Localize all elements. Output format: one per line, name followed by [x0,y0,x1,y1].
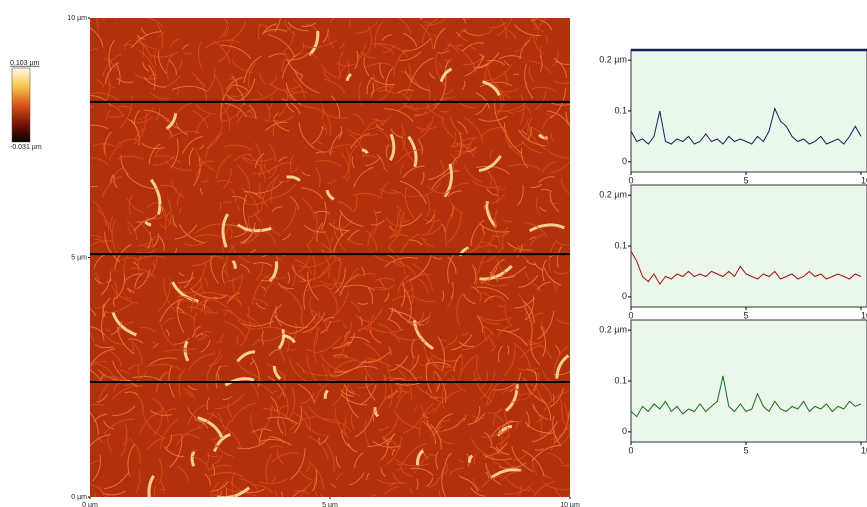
x-tick-label: 0 [628,445,633,455]
y-tick-label: 0.1 [614,375,627,385]
plot-area [630,319,867,443]
colorbar-min: -0.031 µm [10,144,42,151]
y-tick-label: 0 [622,291,627,301]
y-tick-label: 0.2 µm [599,190,627,200]
profile-line [630,250,862,286]
y-tick-label: 0 [622,426,627,436]
y-tick-label: 0 µm [71,494,87,501]
x-tick-label: 10 µm [861,310,867,320]
y-tick-label: 5 µm [71,254,87,261]
x-tick-label: 5 [743,175,748,185]
x-tick-label: 10 µm [861,445,867,455]
profile-line [630,375,862,418]
afm-image [90,18,570,497]
colorbar [11,67,31,143]
x-tick-label: 10 µm [861,175,867,185]
y-tick-label: 10 µm [67,15,87,22]
plot-area [630,184,867,308]
x-tick-label: 0 [628,175,633,185]
x-tick-label: 10 µm [560,502,580,507]
y-tick-label: 0.1 [614,240,627,250]
x-tick-label: 5 µm [322,502,338,507]
colorbar-max: 0.103 µm [10,60,39,67]
x-tick-label: 0 [628,310,633,320]
y-tick-label: 0.1 [614,105,627,115]
x-tick-label: 5 [743,310,748,320]
plot-area [630,49,867,173]
y-tick-label: 0.2 µm [599,55,627,65]
y-tick-label: 0.2 µm [599,325,627,335]
x-tick-label: 0 µm [82,502,98,507]
x-tick-label: 5 [743,445,748,455]
profile-line [630,106,862,145]
y-tick-label: 0 [622,156,627,166]
